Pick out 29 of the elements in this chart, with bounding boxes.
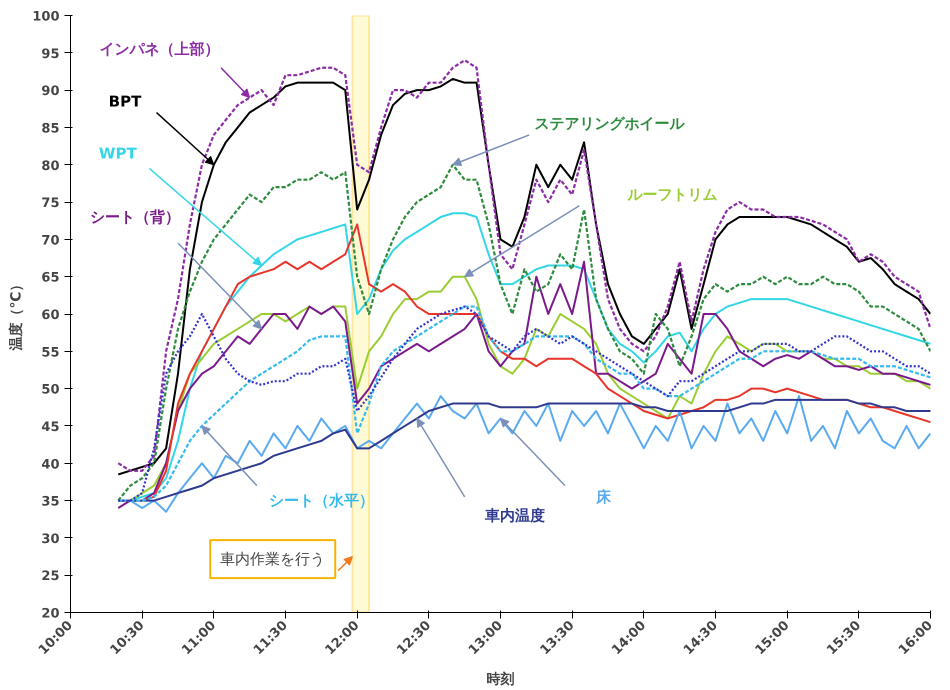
text: シート（背） xyxy=(90,208,180,226)
text: 床 xyxy=(595,488,612,506)
y-tick-label: 70 xyxy=(41,233,60,248)
x-axis-title: 時刻 xyxy=(486,670,514,688)
y-tick-label: 40 xyxy=(41,457,60,472)
y-tick-label: 60 xyxy=(41,308,60,323)
y-tick-label: 75 xyxy=(41,196,60,212)
y-tick-label: 50 xyxy=(41,382,60,398)
y-tick-label: 30 xyxy=(41,532,60,547)
text: インパネ（上部） xyxy=(99,40,220,58)
y-tick-label: 90 xyxy=(41,84,60,100)
y-tick-label: 85 xyxy=(41,121,60,136)
y-tick-label: 100 xyxy=(32,10,60,24)
text: ステアリングホイール xyxy=(534,114,686,133)
text: 車内温度 xyxy=(484,506,545,524)
y-tick-label: 25 xyxy=(41,569,60,584)
y-tick-label: 95 xyxy=(41,46,60,62)
text: WPT xyxy=(98,144,138,163)
y-axis-title: 温度（℃） xyxy=(7,278,24,352)
band-label: 車内作業を行う xyxy=(220,550,326,568)
y-tick-label: 35 xyxy=(41,494,60,510)
text: シート（水平） xyxy=(268,492,374,510)
y-tick-label: 65 xyxy=(41,270,60,286)
text: BPT xyxy=(108,92,142,110)
y-tick-label: 55 xyxy=(41,345,60,360)
y-tick-label: 20 xyxy=(41,606,60,622)
y-tick-label: 80 xyxy=(41,158,60,174)
text: ルーフトリム xyxy=(626,186,718,204)
y-tick-label: 45 xyxy=(41,420,60,435)
